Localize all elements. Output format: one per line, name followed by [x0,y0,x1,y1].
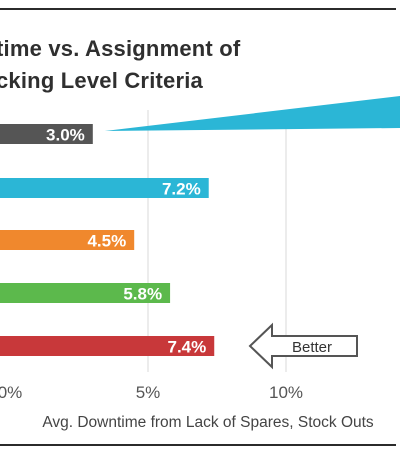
better-arrow [248,322,358,370]
bar-label-1: 7.2% [162,180,201,199]
bar-3 [0,283,171,303]
bar-0 [0,124,93,144]
x-axis-label: Avg. Downtime from Lack of Spares, Stock… [42,414,374,431]
bar-1 [0,178,209,198]
chart-frame: time vs. Assignment of cking Level Crite… [0,8,396,446]
better-arrow-label: Better [292,339,332,356]
bar-2 [0,230,135,250]
x-tick-label-2: 10% [269,383,303,402]
bar-4 [0,336,215,356]
chart-title-line-2: cking Level Criteria [0,68,203,93]
bar-label-0: 3.0% [46,126,85,145]
callout-wedge [104,96,400,131]
bar-label-4: 7.4% [167,338,206,357]
x-tick-label-0: 0% [0,383,22,402]
bar-label-2: 4.5% [87,232,126,251]
bar-label-3: 5.8% [123,285,162,304]
x-tick-label-1: 5% [136,383,161,402]
chart-title-line-1: time vs. Assignment of [0,36,241,61]
